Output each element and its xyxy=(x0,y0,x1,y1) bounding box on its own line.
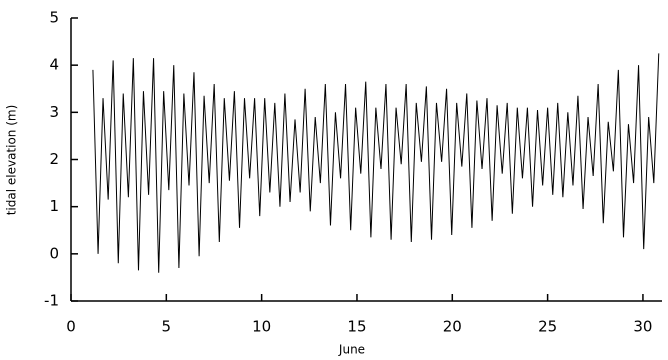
y-tick-label: 0 xyxy=(49,244,59,262)
x-tick-label: 15 xyxy=(347,318,366,336)
y-tick-label: 2 xyxy=(49,150,59,168)
x-tick-label: 5 xyxy=(162,318,172,336)
x-tick-label: 25 xyxy=(538,318,557,336)
x-axis-label: June xyxy=(338,343,365,357)
y-tick-label: 3 xyxy=(49,103,59,121)
data-line xyxy=(92,53,660,273)
x-tick-label: 30 xyxy=(633,318,652,336)
x-tick-label: 0 xyxy=(66,318,76,336)
y-tick-label: 4 xyxy=(49,56,59,74)
y-axis-label: tidal elevation (m) xyxy=(5,105,19,216)
y-tick-label: -1 xyxy=(44,292,59,310)
x-tick-label: 10 xyxy=(252,318,271,336)
y-tick-label: 5 xyxy=(49,9,59,27)
y-tick-label: 1 xyxy=(49,197,59,215)
x-tick-label: 20 xyxy=(443,318,462,336)
